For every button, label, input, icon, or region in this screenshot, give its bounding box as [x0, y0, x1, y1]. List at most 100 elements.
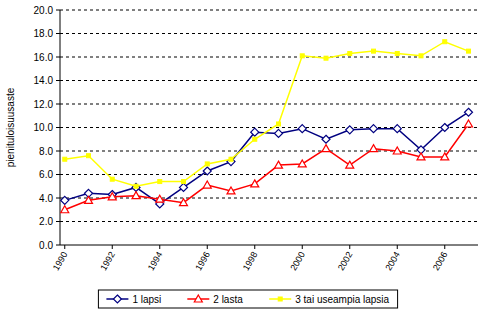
data-point: [158, 180, 162, 184]
data-point: [370, 125, 378, 133]
data-point: [322, 135, 330, 143]
x-tick-label: 1994: [146, 250, 165, 272]
grid-line: [60, 10, 478, 11]
chart: 0.02.04.06.08.010.012.014.016.018.020.01…: [0, 0, 496, 327]
y-tick-label: 12.0: [34, 99, 54, 110]
y-tick: [56, 33, 60, 34]
data-point: [465, 120, 473, 127]
y-tick: [56, 151, 60, 152]
data-point: [132, 183, 140, 191]
data-point: [229, 157, 233, 161]
x-tick: [397, 245, 398, 249]
grid-line: [60, 221, 478, 222]
data-point: [298, 160, 306, 167]
y-tick-label: 18.0: [34, 28, 54, 39]
data-point: [395, 51, 399, 55]
data-point: [251, 128, 259, 136]
legend-label: 3 tai useampia lapsia: [295, 294, 389, 305]
legend-marker: [278, 297, 282, 301]
y-tick-label: 2.0: [39, 216, 53, 227]
legend: 1 lapsi 2 lasta 3 tai useampia lapsia: [98, 290, 397, 308]
y-tick: [56, 80, 60, 81]
data-point: [348, 51, 352, 55]
grid-line: [60, 174, 478, 175]
data-point: [465, 108, 473, 116]
data-point: [370, 145, 378, 152]
data-point: [441, 153, 449, 160]
plot-area: [61, 40, 473, 213]
data-point: [182, 180, 186, 184]
x-axis: [60, 245, 478, 246]
grid-line: [60, 198, 478, 199]
data-point: [203, 181, 211, 188]
data-point: [277, 122, 281, 126]
x-tick-label: 1998: [241, 250, 260, 272]
data-point: [467, 49, 471, 53]
x-tick: [64, 245, 65, 249]
y-tick-label: 6.0: [39, 169, 53, 180]
x-tick: [159, 245, 160, 249]
x-tick-label: 2002: [336, 250, 355, 272]
data-point: [156, 195, 164, 202]
data-point: [298, 125, 306, 133]
y-tick: [56, 10, 60, 11]
x-tick: [254, 245, 255, 249]
y-tick-label: 14.0: [34, 75, 54, 86]
data-point: [251, 180, 259, 187]
y-tick-label: 4.0: [39, 193, 53, 204]
x-tick: [349, 245, 350, 249]
grid-line: [60, 57, 478, 58]
y-tick: [56, 127, 60, 128]
grid-line: [60, 33, 478, 34]
y-axis: [60, 10, 61, 245]
legend-label: 2 lasta: [213, 294, 243, 305]
data-point: [300, 54, 304, 58]
x-tick-label: 2000: [288, 250, 307, 272]
data-point: [346, 161, 354, 168]
data-point: [63, 157, 67, 161]
y-tick-label: 20.0: [34, 5, 54, 16]
data-point: [253, 137, 257, 141]
x-tick-label: 1990: [51, 250, 70, 272]
data-point: [180, 199, 188, 206]
y-tick: [56, 104, 60, 105]
data-point: [393, 147, 401, 154]
series-line: [65, 42, 469, 187]
y-tick: [56, 174, 60, 175]
legend-marker: [194, 295, 202, 302]
y-tick: [56, 198, 60, 199]
grid-line: [60, 151, 478, 152]
data-point: [85, 196, 93, 203]
data-point: [443, 40, 447, 44]
data-point: [180, 183, 188, 191]
y-tick: [56, 57, 60, 58]
data-point: [275, 129, 283, 137]
data-point: [61, 206, 69, 213]
data-point: [227, 158, 235, 166]
x-tick-label: 1996: [193, 250, 212, 272]
data-point: [61, 196, 69, 204]
data-point: [203, 167, 211, 175]
data-point: [227, 187, 235, 194]
data-point: [87, 154, 91, 158]
x-tick-label: 2004: [383, 250, 402, 272]
data-point: [417, 153, 425, 160]
data-point: [205, 162, 209, 166]
y-tick-label: 0.0: [39, 240, 53, 251]
data-point: [134, 184, 138, 188]
legend-label: 1 lapsi: [132, 294, 161, 305]
legend-marker: [113, 295, 121, 303]
data-point: [324, 56, 328, 60]
y-tick-label: 8.0: [39, 146, 53, 157]
grid-line: [60, 104, 478, 105]
legend-item: 3 tai useampia lapsia: [269, 294, 389, 305]
y-axis-title: pienituloisuusaste: [5, 87, 16, 167]
grid-line: [60, 127, 478, 128]
series-line: [65, 112, 469, 204]
data-point: [441, 124, 449, 132]
grid-line: [60, 80, 478, 81]
legend-item: 1 lapsi: [106, 294, 161, 305]
legend-box: [98, 290, 397, 308]
x-tick: [302, 245, 303, 249]
data-point: [108, 193, 116, 200]
